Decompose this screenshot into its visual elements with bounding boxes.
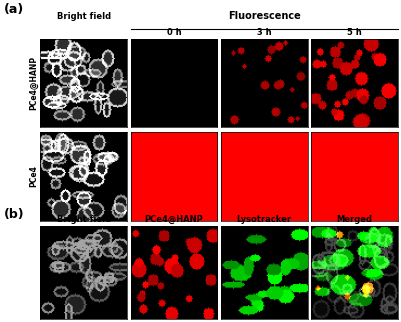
Text: Fluorescence: Fluorescence	[227, 11, 300, 21]
Text: PCe4@HANP: PCe4@HANP	[29, 56, 38, 110]
Text: 0 h: 0 h	[166, 28, 181, 37]
Text: Bright field: Bright field	[57, 215, 110, 224]
Text: (a): (a)	[4, 3, 24, 16]
Text: Bright field: Bright field	[57, 12, 110, 21]
Text: (b): (b)	[4, 208, 24, 221]
Text: PCe4: PCe4	[29, 166, 38, 187]
Text: 3 h: 3 h	[256, 28, 271, 37]
Text: Merged: Merged	[336, 215, 372, 224]
Text: Lysotracker: Lysotracker	[236, 215, 291, 224]
Text: PCe4@HANP: PCe4@HANP	[144, 215, 203, 224]
Text: 5 h: 5 h	[346, 28, 361, 37]
